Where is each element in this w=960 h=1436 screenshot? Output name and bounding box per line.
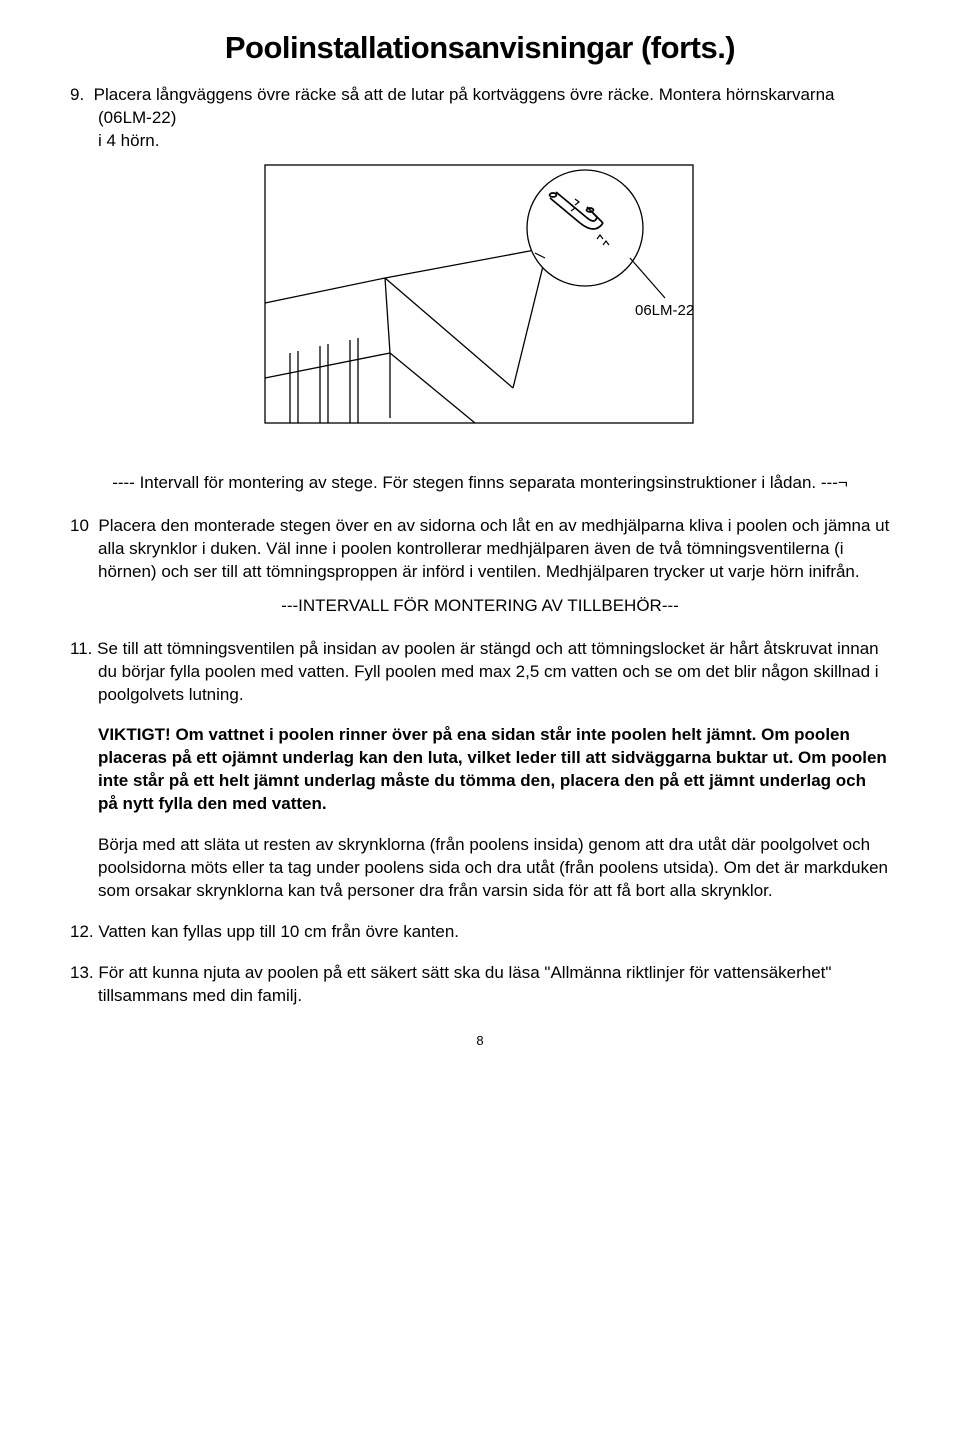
step-11-p3: Börja med att släta ut resten av skrynkl… [70,834,890,903]
step-13-text: För att kunna njuta av poolen på ett säk… [98,963,831,1005]
diagram-label-text: 06LM-22 [635,302,694,319]
step-13-number: 13. [70,963,94,982]
step-10: 10 Placera den monterade stegen över en … [70,515,890,584]
diagram-svg: 06LM-22 [235,163,725,453]
step-12: 12. Vatten kan fyllas upp till 10 cm frå… [70,921,890,944]
diagram-container: 06LM-22 [70,163,890,458]
step-9-line1: Placera långväggens övre räcke så att de… [94,85,835,127]
interval-ladder: ---- Intervall för montering av stege. F… [70,473,890,493]
step-9: 9. Placera långväggens övre räcke så att… [70,84,890,153]
step-11: 11. Se till att tömningsventilen på insi… [70,638,890,903]
step-12-number: 12. [70,922,94,941]
step-13: 13. För att kunna njuta av poolen på ett… [70,962,890,1008]
page-number: 8 [70,1033,890,1048]
step-11-important: VIKTIGT! Om vattnet i poolen rinner över… [70,724,890,816]
assembly-diagram: 06LM-22 [235,163,725,458]
step-11-p1: Se till att tömningsventilen på insidan … [97,639,879,704]
step-9-number: 9. [70,85,84,104]
step-10-number: 10 [70,516,89,535]
page-title: Poolinstallationsanvisningar (forts.) [70,30,890,66]
document-page: Poolinstallationsanvisningar (forts.) 9.… [0,0,960,1068]
step-10-text: Placera den monterade stegen över en av … [98,516,889,581]
step-11-number: 11. [70,639,92,658]
step-9-line2: i 4 hörn. [98,131,159,150]
step-12-text: Vatten kan fyllas upp till 10 cm från öv… [98,922,459,941]
interval-accessories: ---INTERVALL FÖR MONTERING AV TILLBEHÖR-… [70,596,890,616]
